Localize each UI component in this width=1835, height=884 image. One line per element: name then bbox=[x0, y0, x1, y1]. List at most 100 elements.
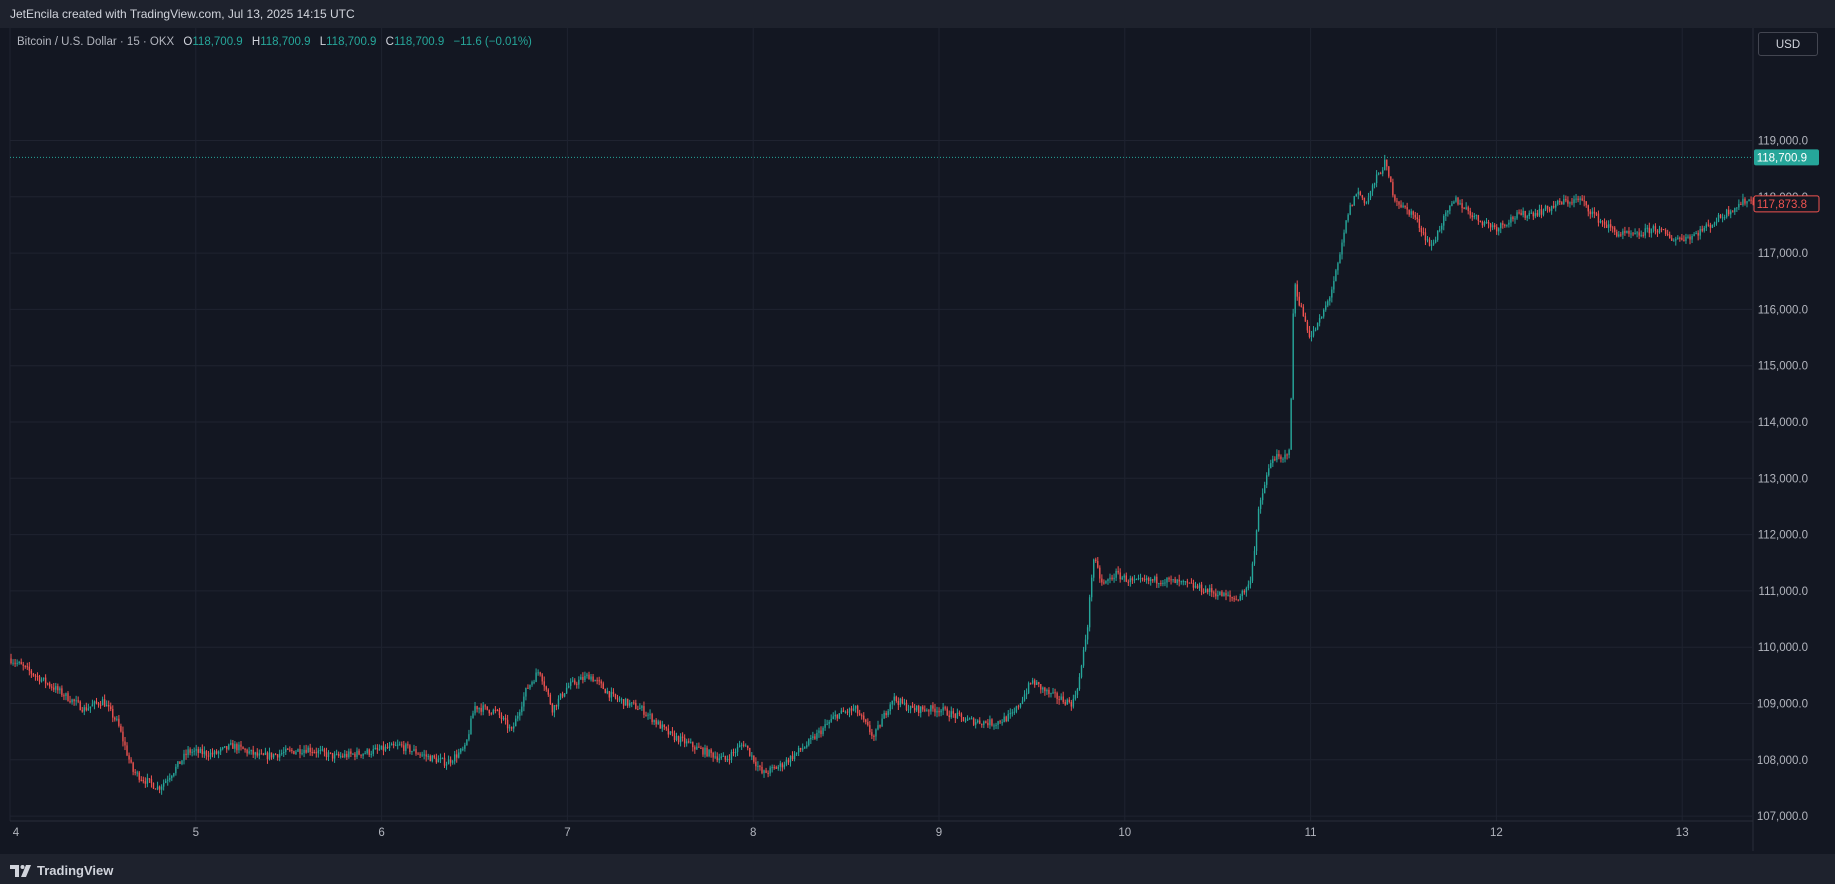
up-candle bbox=[89, 706, 92, 713]
up-candle bbox=[956, 708, 959, 720]
candle-body bbox=[213, 751, 216, 755]
candle-body bbox=[1070, 701, 1073, 707]
last-price-tag-label: 118,700.9 bbox=[1757, 152, 1807, 164]
candle-body bbox=[1449, 205, 1451, 211]
candle-body bbox=[1443, 216, 1445, 226]
candle-body bbox=[832, 716, 834, 719]
symbol-legend[interactable]: Bitcoin / U.S. Dollar · 15 · OKX O118,70… bbox=[17, 36, 532, 48]
down-candle bbox=[622, 698, 625, 710]
candle-body bbox=[1742, 198, 1744, 205]
candle-body bbox=[631, 702, 633, 704]
up-candle bbox=[482, 702, 484, 716]
candle-body bbox=[810, 737, 812, 740]
up-candle bbox=[1021, 696, 1024, 705]
candle-body bbox=[781, 763, 784, 768]
candle-body bbox=[1257, 508, 1260, 531]
up-candle bbox=[1473, 212, 1475, 220]
down-candle bbox=[1243, 589, 1246, 595]
candle-body bbox=[498, 709, 501, 716]
candle-body bbox=[1245, 588, 1248, 593]
candle-body bbox=[32, 673, 35, 676]
candle-body bbox=[867, 721, 869, 726]
candle-body bbox=[181, 760, 183, 764]
candle-body bbox=[374, 747, 377, 750]
candle-body bbox=[1697, 233, 1699, 236]
symbol-title[interactable]: Bitcoin / U.S. Dollar · 15 · OKX bbox=[17, 36, 175, 48]
candle-body bbox=[364, 753, 366, 755]
up-candle bbox=[1622, 228, 1624, 240]
candle-body bbox=[244, 749, 246, 751]
candlestick-chart[interactable]: 107,000.0108,000.0109,000.0110,000.0111,… bbox=[0, 28, 1835, 854]
candle-body bbox=[515, 718, 517, 727]
candle-body bbox=[403, 745, 405, 751]
down-candle bbox=[242, 746, 244, 750]
up-candle bbox=[264, 747, 267, 756]
up-candle bbox=[83, 704, 85, 716]
candle-body bbox=[46, 683, 49, 685]
up-candle bbox=[1113, 573, 1115, 583]
candle-body bbox=[496, 709, 499, 711]
down-candle bbox=[346, 750, 348, 760]
up-candle bbox=[1705, 222, 1708, 232]
candle-body bbox=[1229, 594, 1231, 597]
tradingview-logo[interactable]: TradingView bbox=[10, 863, 113, 878]
up-candle bbox=[1042, 686, 1044, 693]
candle-body bbox=[1209, 588, 1211, 593]
down-candle bbox=[604, 688, 606, 694]
up-candle bbox=[1001, 719, 1003, 726]
candle-body bbox=[1591, 211, 1594, 215]
candle-body bbox=[1029, 683, 1032, 685]
up-candle bbox=[427, 753, 429, 760]
candle-body bbox=[502, 718, 505, 720]
up-candle bbox=[1715, 217, 1718, 226]
down-candle bbox=[637, 705, 639, 711]
price-axis[interactable]: 107,000.0108,000.0109,000.0110,000.0111,… bbox=[1757, 136, 1808, 824]
up-candle bbox=[1164, 578, 1166, 587]
up-candle bbox=[1046, 688, 1048, 695]
down-candle bbox=[673, 730, 676, 743]
down-candle bbox=[1642, 232, 1644, 238]
candle-body bbox=[749, 748, 751, 756]
candle-body bbox=[826, 723, 828, 725]
candle-body bbox=[1099, 567, 1101, 579]
down-candle bbox=[382, 741, 385, 756]
up-candle bbox=[380, 745, 383, 750]
candle-body bbox=[1117, 571, 1119, 573]
up-candle bbox=[795, 752, 798, 756]
up-candle bbox=[531, 680, 533, 687]
currency-button[interactable]: USD bbox=[1758, 32, 1818, 56]
candle-body bbox=[673, 733, 676, 740]
candle-body bbox=[1121, 577, 1123, 580]
up-candle bbox=[661, 720, 663, 732]
candle-body bbox=[549, 694, 552, 704]
candle-body bbox=[16, 662, 18, 664]
time-tick-label: 5 bbox=[193, 827, 199, 839]
candle-body bbox=[742, 744, 745, 746]
up-candle bbox=[1314, 327, 1317, 332]
up-candle bbox=[1052, 687, 1054, 694]
up-candle bbox=[523, 692, 525, 712]
candle-body bbox=[842, 710, 845, 713]
candle-body bbox=[1066, 699, 1068, 705]
candle-body bbox=[71, 699, 73, 703]
down-candle bbox=[85, 702, 88, 712]
candle-body bbox=[508, 727, 511, 729]
low-value: 118,700.9 bbox=[326, 36, 377, 48]
time-axis[interactable]: 4 5 6 7 8 9 10 11 12 13 bbox=[13, 827, 1689, 839]
candle-body bbox=[1164, 582, 1166, 584]
up-candle bbox=[808, 738, 810, 747]
candle-body bbox=[858, 713, 861, 716]
down-candle bbox=[527, 684, 529, 689]
candle-body bbox=[1349, 205, 1351, 215]
candle-body bbox=[1646, 227, 1648, 229]
up-candle bbox=[1007, 710, 1009, 722]
candle-body bbox=[1127, 581, 1130, 583]
up-candle bbox=[804, 746, 806, 749]
candle-body bbox=[533, 681, 535, 683]
candle-body bbox=[1524, 210, 1526, 218]
down-candle bbox=[1585, 201, 1587, 208]
candle-body bbox=[1416, 217, 1419, 220]
candle-body bbox=[464, 744, 466, 749]
up-candle bbox=[1343, 229, 1345, 247]
down-candle bbox=[266, 751, 269, 764]
